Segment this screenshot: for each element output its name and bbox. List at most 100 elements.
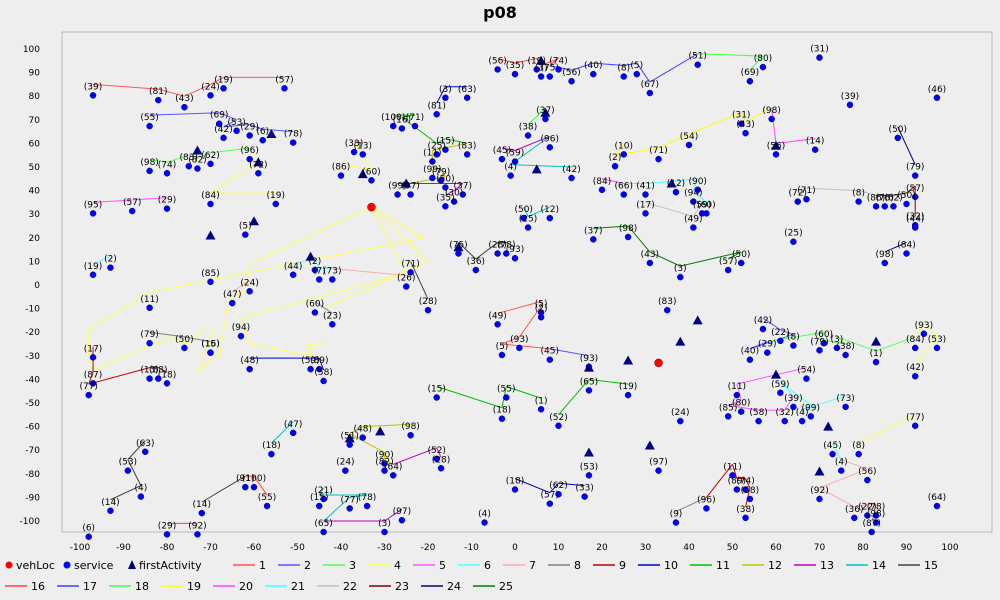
service-point-label: (15) (436, 137, 454, 147)
service-point-label: (83) (180, 153, 198, 163)
route-segment (527, 206, 550, 218)
service-point-label: (38) (736, 505, 754, 515)
service-point (368, 177, 375, 184)
route-segment (93, 83, 159, 90)
route-segment (732, 464, 738, 479)
service-point-label: (50) (175, 335, 193, 345)
service-point (833, 344, 841, 352)
service-point-label: (71) (401, 259, 419, 269)
service-point-label: (15) (427, 384, 445, 394)
y-tick-label: -50 (25, 399, 40, 409)
route-segment (188, 154, 198, 159)
service-point-label: (29) (758, 340, 776, 350)
service-point (768, 115, 775, 123)
route-segment (88, 367, 150, 385)
route-segment (884, 242, 907, 253)
service-point (881, 203, 888, 210)
service-point-label: (62) (884, 193, 902, 203)
service-point-label: (65) (580, 377, 598, 387)
service-point (128, 207, 136, 215)
service-point (737, 259, 745, 267)
service-point-label: (28) (419, 297, 437, 307)
service-point-label: (100) (381, 113, 405, 123)
legend-label: 4 (394, 559, 401, 572)
service-point-label: (98) (401, 422, 419, 432)
first-activity-marker (644, 440, 655, 450)
service-point (481, 519, 488, 526)
route-line (88, 206, 426, 373)
y-tick-label: -60 (25, 423, 40, 433)
service-point-label: (6) (256, 127, 269, 137)
route-segment (749, 334, 794, 350)
service-point (442, 146, 449, 153)
service-point-label: (86) (332, 163, 350, 173)
service-point (555, 490, 562, 498)
service-point-label: (53) (928, 335, 946, 345)
service-point-label: (77) (906, 413, 924, 423)
service-point-label: (18) (506, 477, 524, 487)
service-point-label: (1) (870, 349, 883, 359)
route-segment (314, 301, 333, 314)
service-point (742, 486, 749, 493)
x-tick-label: -80 (160, 543, 175, 553)
route-segment (527, 107, 546, 125)
service-point (872, 512, 880, 519)
service-point-label: (92) (810, 486, 828, 496)
service-point (872, 519, 880, 526)
route-segment (349, 426, 363, 435)
service-point-label: (100) (242, 474, 266, 484)
service-point (359, 151, 366, 158)
route-segment (401, 117, 437, 144)
service-point-label: (37) (584, 226, 602, 236)
service-point (933, 344, 941, 352)
axes: -100 -90 -80 -70 -60 -50 -40 -30 -20 -10 0 10 20 30 40… (20, 45, 959, 553)
route-segment (745, 478, 751, 489)
service-point-label: (39) (784, 394, 802, 404)
service-point (207, 349, 214, 356)
service-point (342, 467, 349, 474)
service-point (272, 200, 279, 208)
route-segment (332, 267, 407, 277)
service-point (233, 127, 240, 135)
route-segment (767, 331, 824, 343)
route-segment (692, 178, 699, 191)
service-point (546, 73, 554, 80)
service-point-label: (11) (140, 295, 158, 305)
service-point-label: (47) (223, 290, 241, 300)
service-point (194, 531, 201, 538)
service-point (389, 472, 397, 479)
legend-label: 20 (239, 580, 253, 593)
x-tick-label: 90 (901, 543, 913, 553)
service-point-label: (29) (158, 196, 176, 206)
legend-label: 25 (499, 580, 513, 593)
route-segment (149, 331, 185, 338)
y-tick-label: -20 (25, 328, 40, 338)
service-point (407, 191, 414, 198)
y-tick-label: -80 (25, 470, 40, 480)
service-point (733, 486, 741, 493)
service-point (890, 203, 897, 210)
route-segment (558, 379, 590, 416)
service-point-label: (43) (175, 94, 193, 104)
legend-label: 12 (768, 559, 782, 572)
route-segment (558, 482, 585, 487)
service-point-label: (60) (306, 300, 324, 310)
service-point-label: (35) (506, 61, 524, 71)
service-point-label: (78) (284, 130, 302, 140)
service-point-label: (3) (831, 335, 844, 345)
service-point-label: (28) (488, 241, 506, 251)
service-point-label: (84) (906, 335, 924, 345)
route-segment (693, 190, 707, 203)
route-segment (906, 185, 916, 194)
service-point (698, 210, 706, 217)
service-point-label: (50) (514, 205, 532, 215)
service-point (207, 160, 214, 168)
service-point-label: (8) (852, 441, 865, 451)
route-segment (819, 331, 825, 340)
route-segment (875, 336, 916, 352)
service-point (250, 483, 258, 491)
service-point (407, 431, 414, 439)
service-point-label: (12) (541, 205, 559, 215)
service-point-label: (60) (697, 200, 715, 210)
